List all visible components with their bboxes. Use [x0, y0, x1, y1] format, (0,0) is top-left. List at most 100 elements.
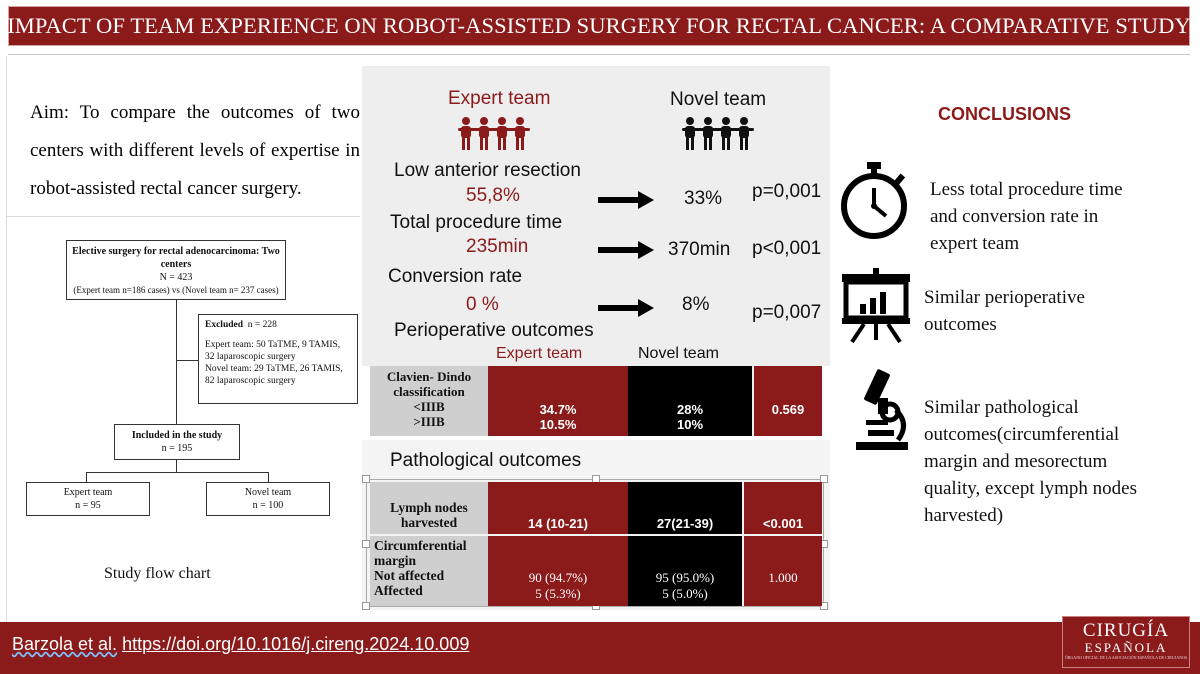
metric-novel-conversion: 8%: [682, 294, 710, 315]
margin-novel-1: 95 (95.0%): [655, 570, 715, 585]
lymph-label-1: Lymph nodes: [390, 500, 468, 515]
flow-box-novel: Novel team n = 100: [206, 482, 330, 516]
margin-expert-1: 90 (94.7%): [528, 570, 588, 585]
lymph-p-cell: <0.001: [742, 482, 822, 534]
selection-handle[interactable]: [362, 602, 370, 610]
lymph-label-2: harvested: [400, 515, 458, 530]
stopwatch-icon: [841, 162, 907, 239]
citation-author: Barzola et al.: [12, 634, 118, 654]
margin-novel-2: 5 (5.0%): [662, 586, 708, 601]
presentation-chart-icon: [842, 268, 910, 344]
conclusion-3-text: Similar pathological outcomes(circumfere…: [924, 397, 1137, 526]
clavien-expert-cell: 34.7% 10.5%: [488, 366, 628, 436]
left-border: [6, 56, 7, 626]
flow-start-title: Elective surgery for rectal adenocarcino…: [72, 246, 280, 270]
margin-expert-cell: 90 (94.7%) 5 (5.3%): [488, 536, 628, 606]
logo-line-3: ÓRGANO OFICIAL DE LA ASOCIACIÓN ESPAÑOLA…: [1064, 655, 1188, 660]
perioperative-novel-head: Novel team: [638, 345, 719, 362]
flow-line-excluded: [176, 360, 198, 361]
logo-line-2: ESPAÑOLA: [1084, 640, 1168, 655]
clavien-label-cell: Clavien- Dindo classification <IIIB >III…: [370, 366, 488, 436]
flow-excluded-expert: Expert team: 50 TaTME, 9 TAMIS, 32 lapar…: [205, 340, 341, 362]
metric-expert-time: 235min: [466, 236, 529, 257]
flow-start-detail: (Expert team n=186 cases) vs (Novel team…: [73, 285, 279, 295]
metric-novel-lar: 33%: [684, 188, 723, 209]
flow-box-excluded: Excluded n = 228 Expert team: 50 TaTME, …: [198, 314, 358, 404]
flow-line-main: [176, 300, 177, 424]
citation: Barzola et al. https://doi.org/10.1016/j…: [12, 634, 469, 655]
lymph-novel-cell: 27(21-39): [628, 482, 742, 534]
page-title: IMPACT OF TEAM EXPERIENCE ON ROBOT-ASSIS…: [7, 6, 1191, 46]
metric-p-lar: p=0,001: [752, 181, 822, 202]
clavien-p-cell: 0.569: [752, 366, 822, 436]
metric-p-time: p<0,001: [752, 238, 822, 259]
flow-excluded-n: n = 228: [247, 320, 277, 330]
novel-team-heading: Novel team: [670, 89, 767, 110]
clavien-label-2: classification: [393, 384, 465, 399]
clavien-label-3: <IIIB: [413, 399, 445, 414]
flow-excluded-title: Excluded: [205, 320, 244, 330]
arrow-right-icon: [598, 191, 654, 209]
flow-box-included: Included in the study n = 195: [114, 424, 240, 460]
metric-label-conversion: Conversion rate: [388, 266, 523, 287]
margin-label-cell: Circumferential margin Not affected Affe…: [370, 536, 488, 606]
expert-team-icon: [458, 117, 530, 150]
arrow-right-icon: [598, 299, 654, 317]
comparison-panel: [362, 66, 830, 366]
selection-handle[interactable]: [362, 475, 370, 483]
metric-expert-conversion: 0 %: [466, 294, 499, 315]
selection-handle[interactable]: [820, 602, 828, 610]
pathological-title: Pathological outcomes: [390, 450, 582, 471]
flow-included-n: n = 195: [161, 443, 193, 454]
novel-team-icon: [682, 117, 754, 150]
margin-p-cell: 1.000: [742, 536, 822, 606]
flow-line-right: [268, 472, 269, 482]
selection-handle[interactable]: [820, 475, 828, 483]
journal-logo: CIRUGÍA ESPAÑOLA ÓRGANO OFICIAL DE LA AS…: [1062, 616, 1190, 668]
flow-line-left: [86, 472, 87, 482]
flow-start-n: N = 423: [159, 272, 193, 283]
clavien-novel-2: 10%: [676, 417, 704, 432]
flow-excluded-novel: Novel team: 29 TaTME, 26 TAMIS, 82 lapar…: [205, 364, 343, 386]
logo-line-1: CIRUGÍA: [1082, 620, 1170, 641]
flow-box-start: Elective surgery for rectal adenocarcino…: [66, 240, 286, 300]
aim-text: Aim: To compare the outcomes of two cent…: [30, 102, 360, 199]
conclusion-1-text: Less total procedure time and conversion…: [930, 179, 1123, 254]
metric-novel-time: 370min: [668, 239, 731, 260]
flow-line-branch: [86, 472, 268, 473]
margin-label-2: margin: [374, 553, 416, 568]
footer-bar: [0, 622, 1200, 674]
header-divider: [8, 54, 1190, 55]
margin-label-4: Affected: [374, 583, 423, 598]
doi-link[interactable]: https://doi.org/10.1016/j.cireng.2024.10…: [122, 634, 470, 654]
lymph-expert-cell: 14 (10-21): [488, 482, 628, 534]
lymph-label-cell: Lymph nodes harvested: [370, 482, 488, 534]
expert-team-heading: Expert team: [448, 88, 551, 109]
margin-label-3: Not affected: [374, 568, 445, 583]
clavien-expert-2: 10.5%: [539, 417, 577, 432]
metric-label-time: Total procedure time: [390, 212, 563, 233]
flow-chart-caption: Study flow chart: [104, 565, 211, 582]
flow-box-expert: Expert team n = 95: [26, 482, 150, 516]
clavien-novel-1: 28%: [676, 402, 704, 417]
margin-expert-2: 5 (5.3%): [535, 586, 581, 601]
conclusions-title: CONCLUSIONS: [938, 104, 1072, 124]
flow-line-split: [176, 460, 177, 472]
perioperative-title: Perioperative outcomes: [394, 320, 594, 341]
metric-label-lar: Low anterior resection: [394, 160, 581, 181]
perioperative-expert-head: Expert team: [496, 345, 583, 362]
flow-novel-label: Novel team: [244, 487, 292, 498]
flow-novel-n: n = 100: [252, 500, 284, 511]
flow-included-title: Included in the study: [131, 430, 223, 441]
clavien-expert-1: 34.7%: [539, 402, 577, 417]
clavien-label-4: >IIIB: [413, 414, 445, 429]
metric-p-conversion: p=0,007: [752, 302, 822, 323]
clavien-label-1: Clavien- Dindo: [386, 369, 472, 384]
flow-expert-n: n = 95: [75, 500, 101, 511]
flow-expert-label: Expert team: [63, 487, 113, 498]
left-divider: [6, 216, 360, 217]
margin-label-1: Circumferential: [374, 538, 467, 553]
selection-handle[interactable]: [362, 540, 370, 548]
microscope-icon: [856, 369, 908, 450]
arrow-right-icon: [598, 241, 654, 259]
